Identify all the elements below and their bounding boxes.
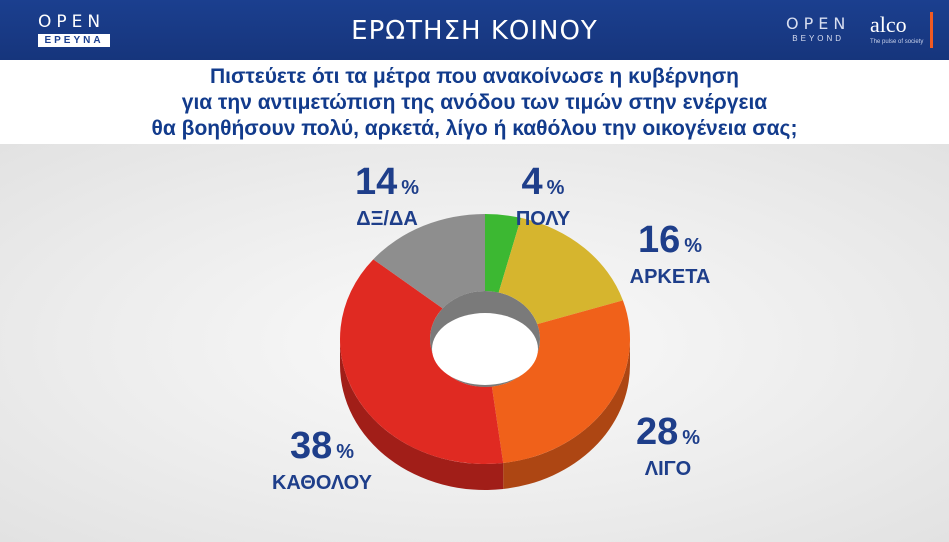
slice-ligo-side (503, 339, 630, 490)
orange-divider (930, 12, 933, 48)
logo-erevna-word: ΕΡΕΥΝΑ (38, 34, 110, 47)
header-bar: OPEN ΕΡΕΥΝΑ ΕΡΩΤΗΣΗ ΚΟΙΝΟΥ OPEN BEYOND a… (0, 0, 949, 60)
slice-dxda (373, 214, 485, 309)
open-beyond-logo: OPEN BEYOND (786, 14, 850, 43)
slice-poly (485, 214, 522, 293)
page-title: ΕΡΩΤΗΣΗ ΚΟΙΝΟΥ (351, 16, 598, 46)
label-ligo: 28% ΛΙΓΟ (608, 412, 728, 480)
label-arketa-name: ΑΡΚΕΤΑ (629, 266, 711, 288)
label-poly-name: ΠΟΛΥ (515, 208, 571, 230)
open-erevna-logo: OPEN ΕΡΕΥΝΑ (38, 12, 110, 47)
label-poly-value: 4% (521, 161, 565, 203)
label-dxda-name: ΔΞ/ΔΑ (356, 208, 418, 230)
logo-open-word: OPEN (38, 12, 106, 32)
slice-arketa (498, 217, 623, 325)
slice-katholou-side (340, 339, 504, 491)
chart-area: 4% ΠΟΛΥ 16% ΑΡΚΕΤΑ 28% ΛΙΓΟ 38% ΚΑΘΟΛΟΥ … (0, 144, 949, 542)
logo-beyond-open: OPEN (786, 14, 851, 33)
slice-katholou (339, 259, 504, 464)
label-arketa-value: 16% (637, 219, 703, 261)
label-ligo-name: ΛΙΓΟ (644, 458, 692, 480)
logo-beyond-sub: BEYOND (792, 34, 845, 43)
donut-hole (432, 313, 538, 385)
label-katholou-name: ΚΑΘΟΛΟΥ (271, 472, 373, 494)
label-katholou: 38% ΚΑΘΟΛΟΥ (252, 426, 392, 494)
question-line-1: Πιστεύετε ότι τα μέτρα που ανακοίνωσε η … (209, 65, 740, 88)
label-dxda-value: 14% (354, 161, 420, 203)
label-dxda: 14% ΔΞ/ΔΑ (322, 162, 452, 230)
alco-logo: alco The pulse of society (870, 12, 923, 45)
question-text: Πιστεύετε ότι τα μέτρα που ανακοίνωσε η … (0, 60, 949, 144)
logo-alco-sub: The pulse of society (870, 39, 924, 45)
label-ligo-value: 28% (635, 411, 701, 453)
label-katholou-value: 38% (289, 425, 355, 467)
logo-alco-word: alco (870, 12, 907, 37)
slice-ligo (491, 300, 630, 464)
question-line-3: θα βοηθήσουν πολύ, αρκετά, λίγο ή καθόλο… (151, 117, 798, 140)
question-line-2: για την αντιμετώπιση της ανόδου των τιμώ… (181, 91, 768, 114)
donut-chart (339, 214, 630, 491)
label-poly: 4% ΠΟΛΥ (483, 162, 603, 230)
label-arketa: 16% ΑΡΚΕΤΑ (610, 220, 730, 288)
